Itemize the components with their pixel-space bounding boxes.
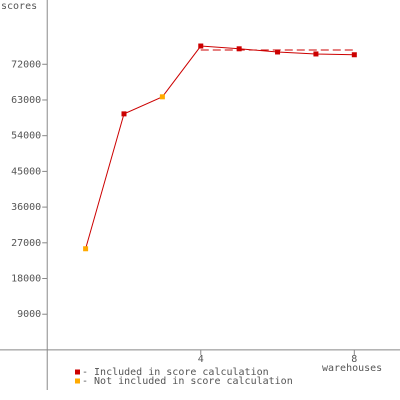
data-point bbox=[83, 246, 89, 252]
legend-label: - Included in score calculation bbox=[82, 367, 269, 378]
y-tick-label: 63000 bbox=[11, 95, 41, 106]
data-point bbox=[236, 46, 242, 52]
x-tick-label: 4 bbox=[198, 354, 204, 365]
data-point bbox=[159, 94, 165, 100]
y-tick-label: 9000 bbox=[17, 309, 41, 320]
data-point bbox=[275, 49, 281, 55]
data-point bbox=[121, 111, 127, 117]
x-axis-label: warehouses bbox=[322, 363, 382, 374]
legend-swatch bbox=[75, 378, 80, 384]
legend-label: - Not included in score calculation bbox=[82, 376, 293, 387]
y-tick-label: 72000 bbox=[11, 59, 41, 70]
y-tick-label: 36000 bbox=[11, 202, 41, 213]
legend-swatch bbox=[75, 369, 80, 375]
y-tick-label: 45000 bbox=[11, 166, 41, 177]
x-tick-label: 8 bbox=[351, 354, 357, 365]
y-tick-label: 27000 bbox=[11, 238, 41, 249]
y-tick-label: 18000 bbox=[11, 274, 41, 285]
y-axis-label: scores bbox=[1, 1, 37, 12]
data-point bbox=[351, 52, 357, 58]
y-tick-label: 54000 bbox=[11, 131, 41, 142]
data-point bbox=[198, 43, 204, 49]
score-line bbox=[85, 45, 355, 249]
data-point bbox=[313, 51, 319, 57]
